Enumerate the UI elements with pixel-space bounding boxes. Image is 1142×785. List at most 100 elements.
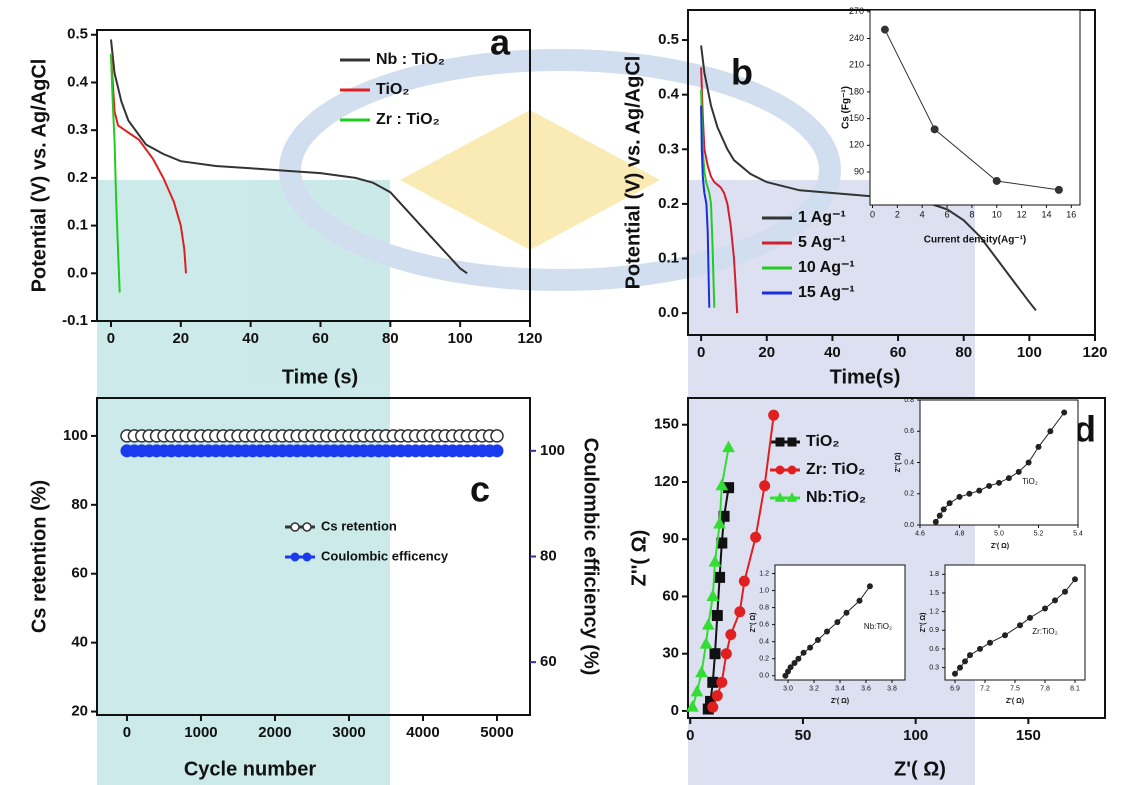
marker [930,125,939,134]
x-tick-label: 6.9 [950,685,960,692]
y-tick-label: 0.5 [658,31,679,48]
marker [1061,409,1068,416]
watermark-band [97,180,390,785]
marker [715,478,729,491]
marker [706,589,720,601]
series-line [110,53,121,293]
panel: 0 50 100 150 0 30 60 90 120 150 TiO₂ Zr: TiO₂ Nb:TiO… [628,397,1106,780]
x-tick-label: 6 [945,210,950,220]
marker [996,479,1002,486]
x-tick-label: 1000 [184,724,217,741]
y-tick-label: 0.5 [67,26,88,43]
marker [1015,468,1022,475]
legend-label: TiO₂ [806,433,839,450]
y-tick-label: 0.1 [658,249,679,266]
marker [725,629,737,641]
y-tick-label: 0.2 [759,656,769,663]
y-tick-label: 0.6 [904,428,914,435]
marker [490,429,504,443]
y-tick-label: 20 [71,703,88,720]
legend-label: 5 Ag⁻¹ [798,234,846,251]
x-tick-label: 100 [448,330,473,347]
x-tick-label: 3000 [332,724,365,741]
x-tick-label: 80 [382,330,399,347]
marker [713,516,726,529]
panel: 0 20 40 60 80 100 120 -0.1 0.0 0.1 0.2 0.3 0.4 0.5 Nb … [28,22,542,389]
x-tick-label: 5.4 [1073,530,1083,537]
y-tick-label: 0.8 [759,604,769,611]
y-tick-label: 120 [654,473,679,490]
x-tick-label: 2000 [258,724,291,741]
marker [956,493,963,500]
y-tick-label: 0.4 [67,73,89,90]
panel: 3.0 3.2 3.4 3.6 3.8 0.0 0.2 0.4 0.6 0.8 1.0 1.2 Z'( … [750,564,906,705]
y-tick-label: 0.1 [67,217,88,234]
x-tick-label: 5.2 [1034,530,1044,537]
y-tick-label: 0.4 [904,459,914,466]
legend-label: Cs retention [321,518,397,533]
x-tick-label: 0 [123,724,131,741]
marker [1062,588,1068,595]
marker [1025,459,1032,466]
marker [1047,428,1054,435]
series-line [700,45,1037,312]
x-tick-label: 50 [795,727,812,744]
marker [932,518,939,525]
marker [775,437,785,447]
x-tick-label: 16 [1066,210,1076,220]
panel-label: c [470,469,490,510]
x-tick-label: 20 [172,330,189,347]
series-line [700,67,739,314]
marker [880,25,889,34]
y-axis-label: Z''( Ω) [895,453,902,473]
y-tick-label: 210 [849,60,864,70]
x-tick-label: 60 [312,330,329,347]
y-tick-label: 180 [849,86,864,96]
y-tick-label: 120 [849,140,864,150]
y-tick-label: 0.2 [658,195,679,212]
y-axis-label: Z''( Ω) [750,613,757,633]
marker [722,440,735,453]
y-axis-label: Z''( Ω) [628,530,650,587]
x-tick-label: 150 [1016,727,1041,744]
watermark-arc [279,49,841,291]
marker [787,664,794,671]
y2-tick-label: 80 [540,547,557,564]
y-tick-label: 0.3 [67,121,88,138]
marker [707,676,719,688]
panel-label: d [1074,409,1096,450]
legend-label: 10 Ag⁻¹ [798,259,855,276]
marker [856,597,863,604]
panel-label: b [731,52,753,93]
y-tick-label: 0.6 [759,621,769,628]
y-tick-label: 1.5 [929,590,939,597]
y2-tick-label: 100 [540,442,565,459]
marker [814,636,821,643]
x-tick-label: 3.2 [809,685,819,692]
x-tick-label: 0 [870,210,875,220]
y-tick-label: 0.0 [658,304,679,321]
legend-label: Coulombic efficency [321,548,449,563]
y-tick-label: 270 [849,6,864,16]
y-tick-label: 150 [654,416,679,433]
marker [1005,475,1012,482]
marker [1017,622,1023,629]
y-tick-label: 0.0 [904,522,914,529]
marker [716,676,728,688]
x-tick-label: 7.5 [1010,685,1020,692]
series-line [110,53,187,274]
y-tick-label: 0.8 [904,397,914,404]
x-tick-label: 5000 [480,724,513,741]
legend-label: Zr : TiO₂ [376,111,440,128]
x-axis-label: Z'( Ω) [1006,698,1024,705]
marker [720,648,732,660]
y-tick-label: 1.8 [929,571,939,578]
y-tick-label: 1.2 [929,608,939,615]
y2-axis-label: Coulombic efficiency (%) [580,438,602,676]
marker [711,610,723,622]
marker [775,465,785,475]
marker [1072,576,1078,583]
y-tick-label: -0.1 [62,312,88,329]
y-tick-label: 0.3 [658,140,679,157]
y-tick-label: 30 [662,645,679,662]
